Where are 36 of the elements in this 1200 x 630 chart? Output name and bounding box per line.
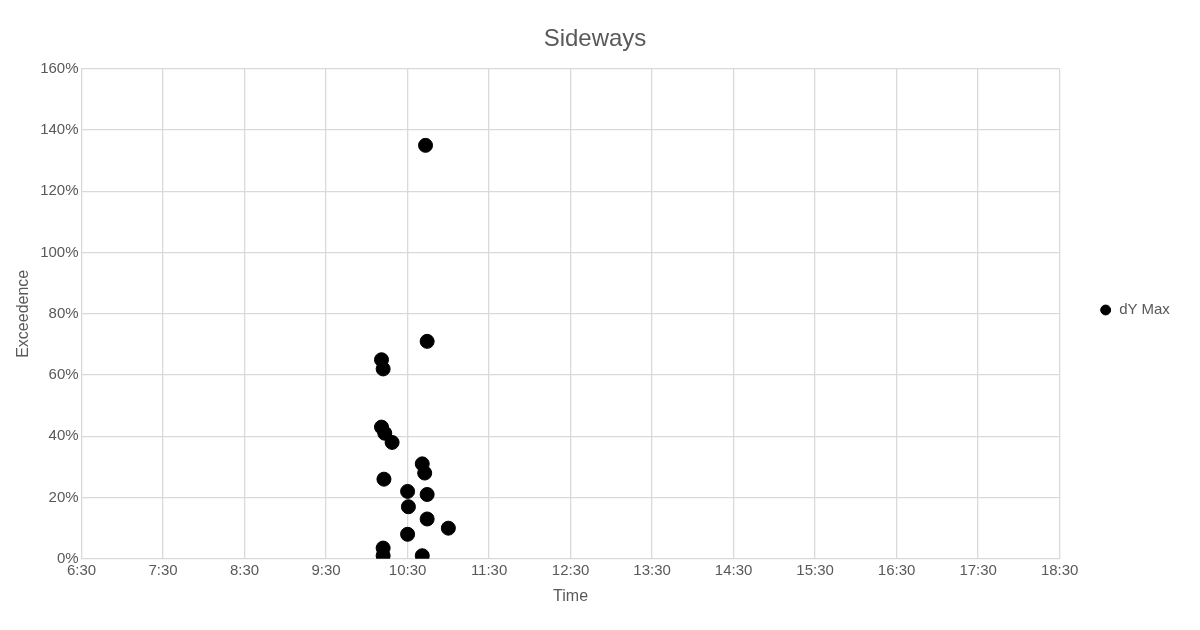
x-tick-label: 7:30 xyxy=(148,560,178,578)
x-tick-label: 17:30 xyxy=(959,560,997,578)
y-tick-label: 40% xyxy=(48,426,79,444)
x-tick-label: 16:30 xyxy=(877,560,916,578)
x-tick-label: 8:30 xyxy=(229,560,260,578)
legend-label: dY Max xyxy=(1119,300,1171,318)
x-tick-label: 13:30 xyxy=(633,560,671,578)
point xyxy=(419,333,435,349)
x-tick-label: 9:30 xyxy=(311,560,341,578)
y-tick-label: 140% xyxy=(40,120,79,138)
y-tick-label: 80% xyxy=(48,303,79,321)
point xyxy=(376,471,392,487)
x-axis-title: Time xyxy=(553,586,589,604)
point xyxy=(384,434,400,450)
y-tick-label: 60% xyxy=(48,365,79,383)
point xyxy=(419,511,435,527)
x-tick-label: 14:30 xyxy=(714,560,753,578)
y-tick-label: 160% xyxy=(40,58,79,76)
x-tick-label: 15:30 xyxy=(796,560,834,578)
point xyxy=(418,137,434,153)
point xyxy=(417,465,433,481)
point xyxy=(440,520,456,536)
x-tick-label: 10:30 xyxy=(388,560,427,578)
point xyxy=(400,499,416,515)
x-tick-label: 11:30 xyxy=(470,560,508,578)
y-axis-title: Exceedence xyxy=(14,269,32,358)
x-tick-label: 18:30 xyxy=(1040,560,1079,578)
point xyxy=(400,483,416,499)
point xyxy=(400,526,416,542)
point xyxy=(419,486,435,502)
y-tick-label: 120% xyxy=(40,181,79,199)
y-tick-label: 100% xyxy=(40,242,79,260)
y-tick-label: 20% xyxy=(48,487,79,505)
point xyxy=(375,361,391,377)
x-tick-label: 12:30 xyxy=(551,560,590,578)
chart-title: Sideways xyxy=(543,24,647,52)
